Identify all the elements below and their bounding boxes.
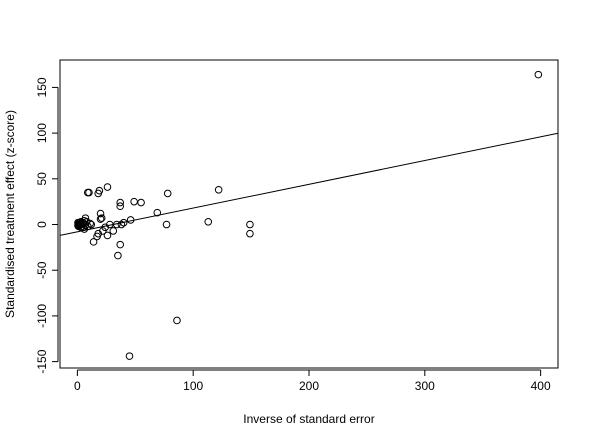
y-axis-title: Standardised treatment effect (z-score)	[3, 110, 17, 318]
data-point	[126, 216, 135, 224]
x-tick-label: 200	[299, 379, 319, 393]
data-point	[163, 189, 172, 198]
plot-content	[59, 70, 559, 360]
x-tick-label: 300	[415, 379, 435, 393]
data-point	[89, 238, 98, 246]
data-points	[74, 70, 543, 360]
data-point	[116, 202, 125, 211]
y-tick-label: 150	[35, 77, 49, 97]
x-axis: 0 100 200 300 400	[74, 369, 551, 393]
x-tick-label: 0	[74, 379, 81, 393]
data-point	[93, 232, 101, 241]
data-point	[74, 221, 82, 230]
data-point	[114, 251, 122, 260]
x-tick-label: 100	[183, 379, 203, 393]
data-point	[117, 220, 126, 229]
x-tick-label: 400	[531, 379, 551, 393]
plot-border	[59, 59, 559, 369]
y-tick-label: 50	[35, 172, 49, 186]
data-point	[103, 231, 112, 240]
data-point	[96, 209, 105, 218]
data-point	[74, 218, 82, 227]
data-point	[246, 220, 254, 229]
data-point	[130, 197, 138, 206]
data-point	[119, 218, 128, 227]
data-point	[534, 70, 543, 79]
regression-line	[59, 132, 559, 236]
data-point	[94, 189, 103, 198]
data-point	[153, 208, 162, 217]
data-point	[162, 220, 171, 229]
y-tick-label: 0	[35, 221, 49, 228]
data-point	[173, 316, 181, 325]
data-point	[96, 215, 105, 223]
data-point	[83, 188, 92, 197]
y-tick-label: -150	[35, 349, 49, 373]
x-axis-title: Inverse of standard error	[243, 412, 374, 426]
data-point	[246, 229, 254, 238]
y-axis: -150 -100 -50 0 50 100 150	[35, 77, 59, 374]
data-point	[109, 227, 118, 235]
data-point	[204, 217, 213, 226]
y-tick-label: 100	[35, 123, 49, 143]
data-point	[125, 352, 134, 360]
y-tick-label: -100	[35, 304, 49, 328]
y-tick-label: -50	[35, 261, 49, 279]
data-point	[103, 183, 112, 191]
data-point	[116, 240, 125, 249]
data-point	[116, 198, 125, 207]
data-point	[97, 214, 106, 222]
data-point	[214, 185, 223, 194]
